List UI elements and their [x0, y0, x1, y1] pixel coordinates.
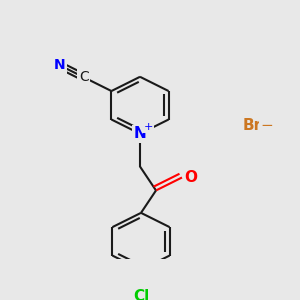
Text: N: N [54, 58, 65, 72]
Text: −: − [261, 118, 273, 133]
Text: +: + [143, 122, 153, 132]
Text: C: C [79, 70, 88, 84]
Text: Cl: Cl [133, 289, 149, 300]
Text: N: N [134, 126, 146, 141]
Text: Br: Br [242, 118, 262, 133]
Text: O: O [184, 170, 197, 185]
